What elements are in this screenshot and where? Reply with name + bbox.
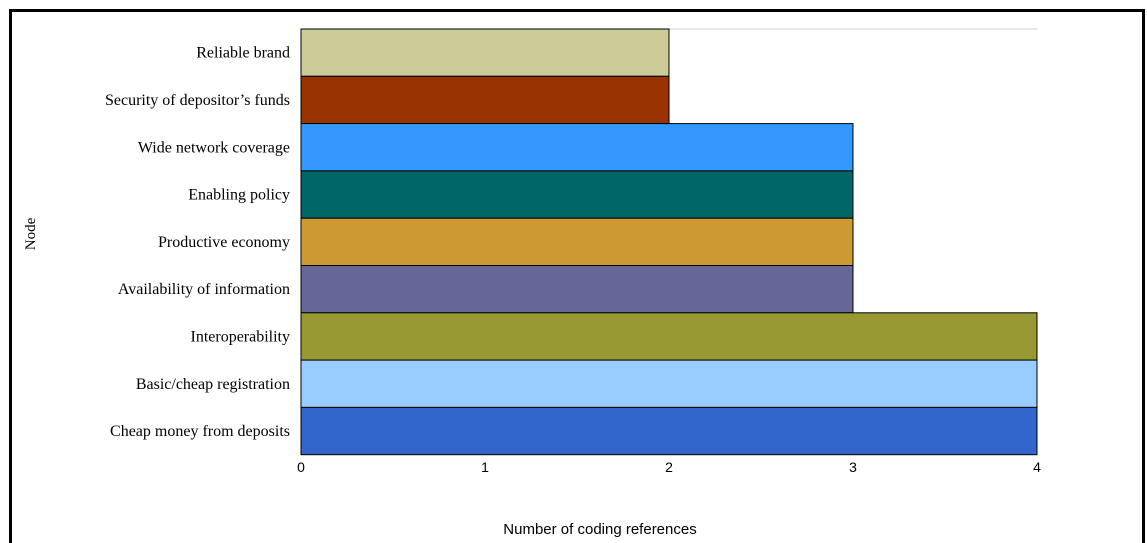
x-tick-label: 4 (1033, 459, 1041, 475)
category-label: Basic/cheap registration (136, 376, 290, 393)
bar (300, 170, 854, 219)
x-tick-label: 2 (665, 459, 673, 475)
bar (300, 123, 854, 172)
x-tick-label: 0 (297, 459, 305, 475)
category-label: Availability of information (118, 281, 290, 298)
category-label: Cheap money from deposits (110, 423, 290, 440)
bar (300, 265, 854, 314)
category-label: Enabling policy (188, 187, 290, 204)
category-label: Productive economy (158, 234, 290, 251)
category-labels: Reliable brand Security of depositor’s fu… (105, 45, 290, 440)
bar (300, 406, 1038, 456)
bar (300, 75, 670, 125)
category-label: Reliable brand (196, 45, 290, 62)
category-label: Security of depositor’s funds (105, 92, 290, 109)
x-axis-title: Number of coding references (503, 521, 696, 538)
category-label: Interoperability (190, 328, 290, 345)
x-tick-label: 3 (849, 459, 857, 475)
bar (300, 359, 1038, 408)
bar (300, 217, 854, 266)
bar (300, 28, 670, 77)
bars-group (300, 28, 1038, 456)
x-tick-label: 1 (481, 459, 489, 475)
category-label: Wide network coverage (138, 139, 290, 156)
bar (300, 312, 1038, 361)
y-axis-title: Node (23, 217, 39, 250)
x-tick-labels: 0 1 2 3 4 (297, 459, 1041, 475)
